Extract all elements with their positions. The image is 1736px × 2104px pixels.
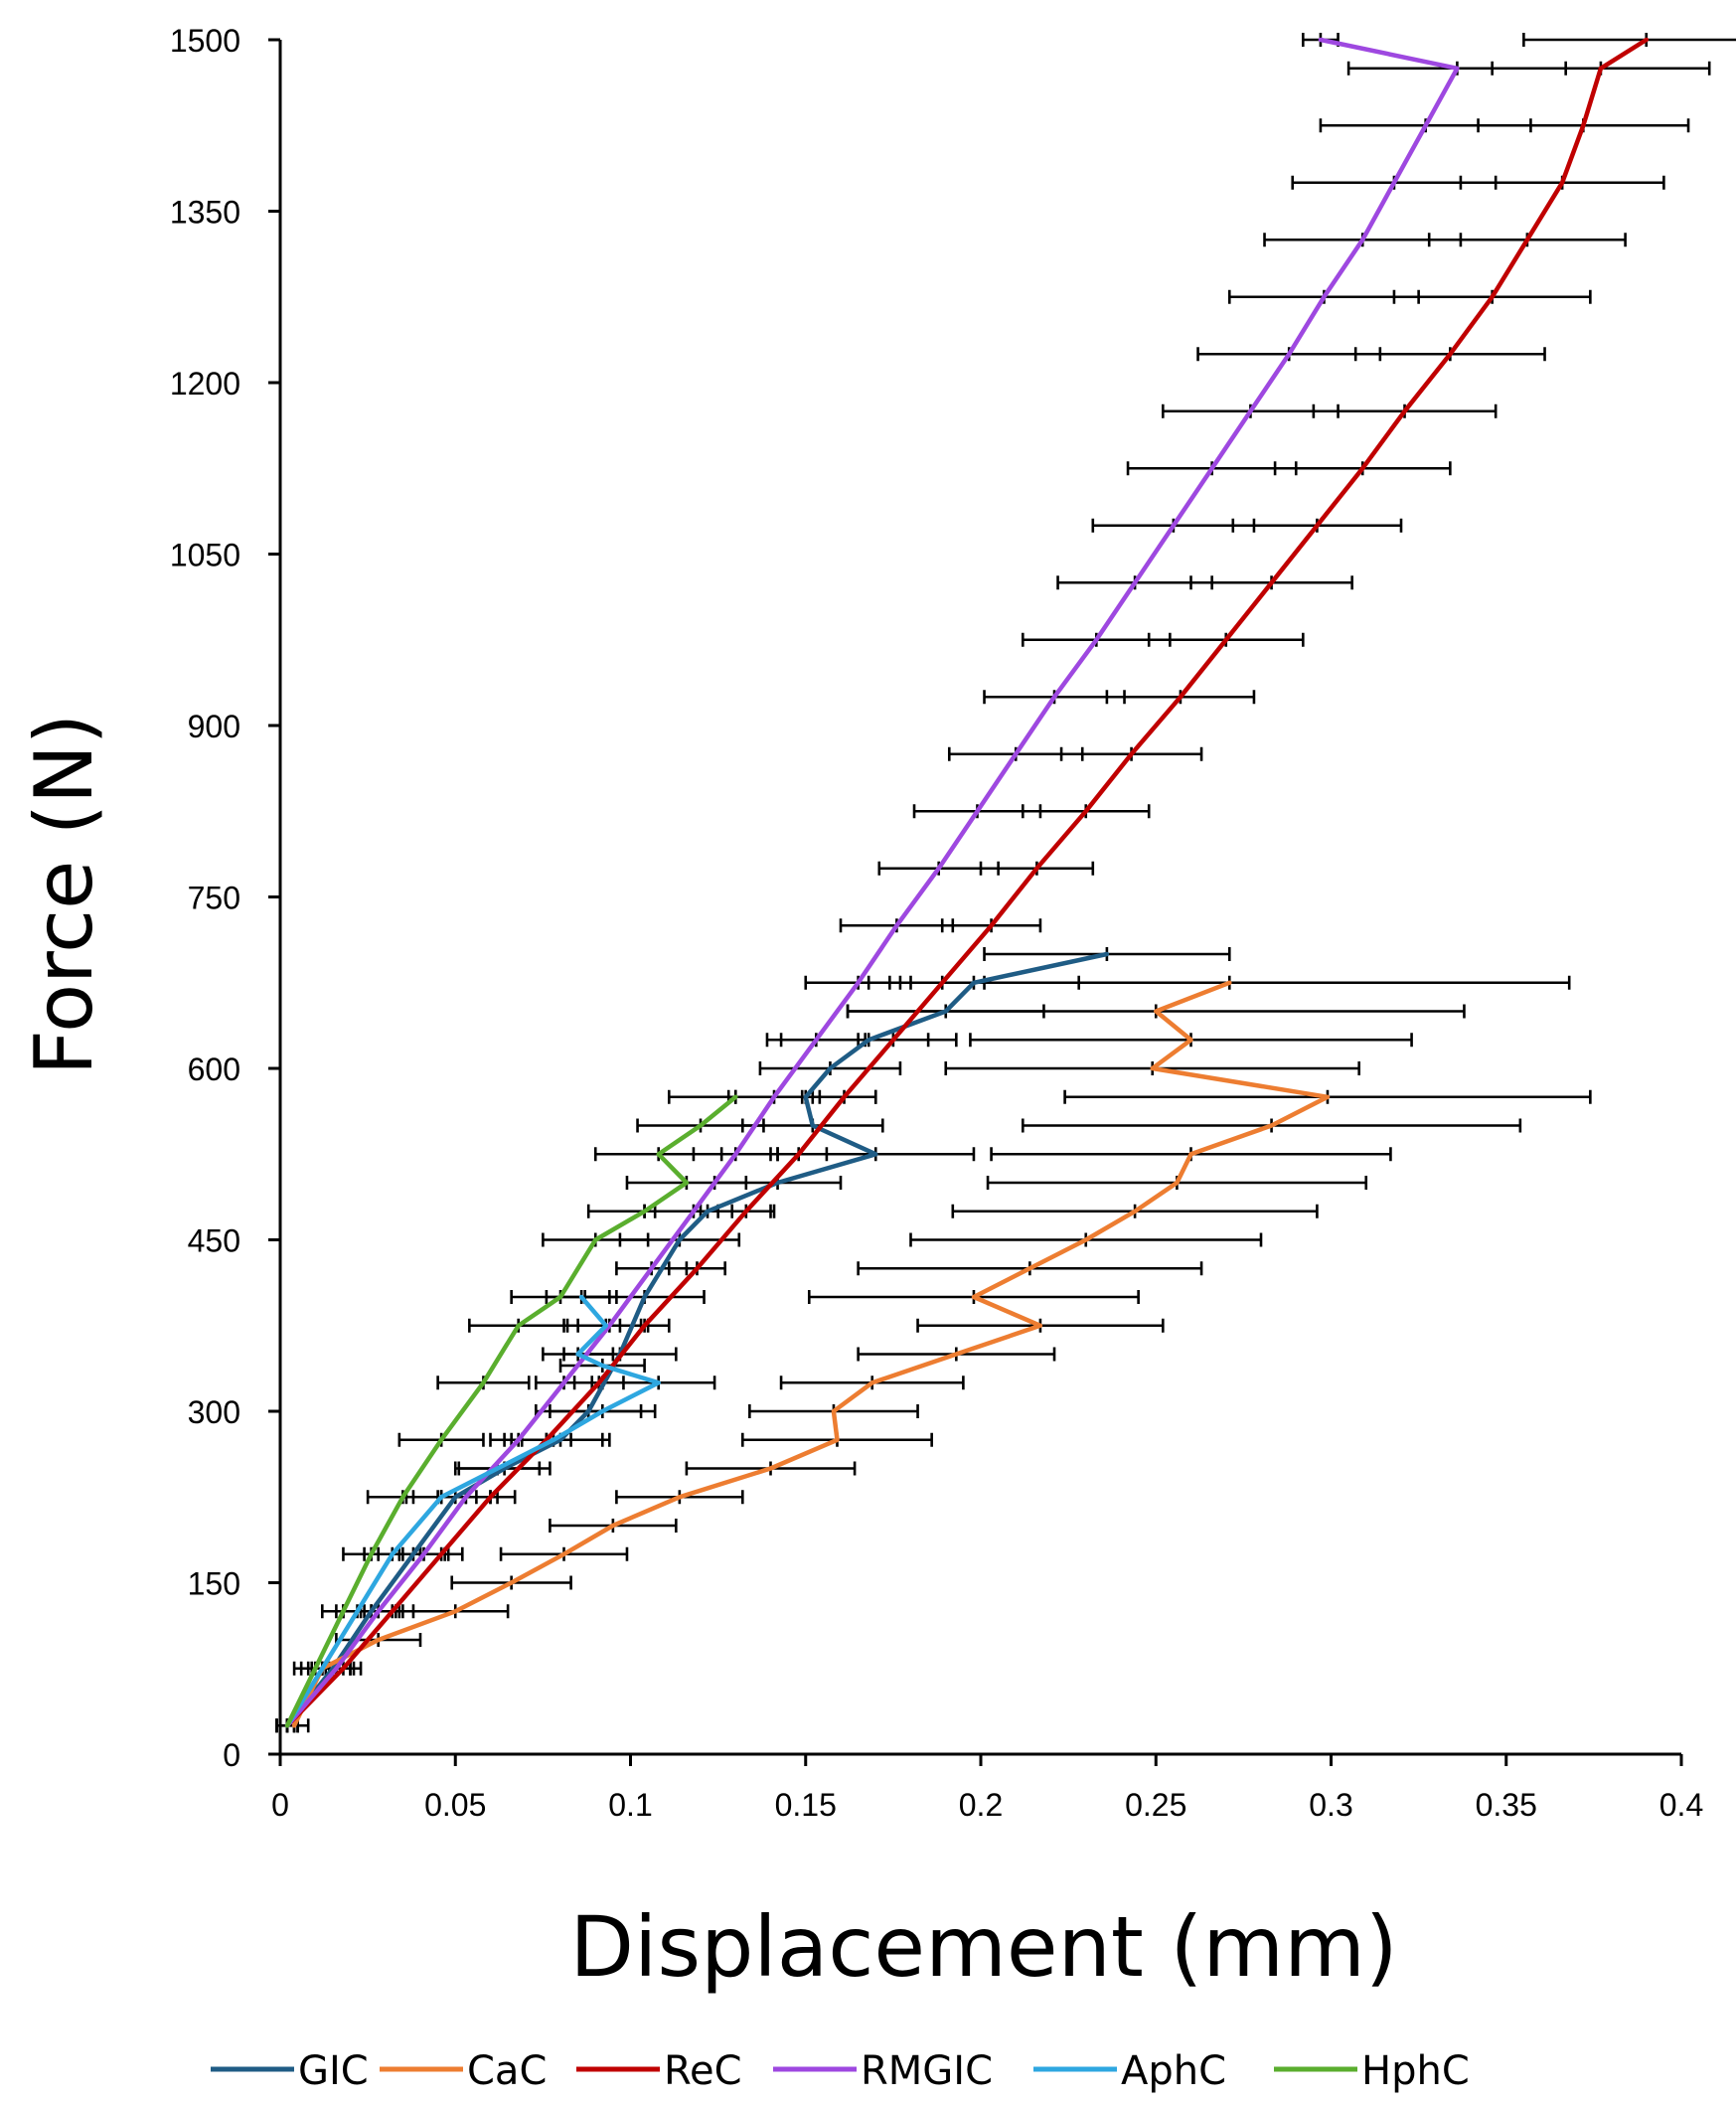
y-axis-title: Force (N)	[18, 714, 110, 1075]
legend-label-cac: CaC	[467, 2048, 547, 2094]
error-bars	[275, 33, 1736, 1733]
x-tick-label: 0.1	[608, 1787, 652, 1823]
x-tick-label: 0.2	[959, 1787, 1003, 1823]
y-tick-label: 300	[188, 1394, 240, 1430]
y-tick-label: 0	[223, 1737, 240, 1773]
series-line-rmgic	[284, 37, 1460, 1728]
y-tick-label: 150	[188, 1566, 240, 1602]
y-tick-label: 1500	[170, 23, 240, 59]
error-bar-rec	[1522, 33, 1736, 47]
series-line-cac	[291, 980, 1331, 1728]
x-tick-label: 0.25	[1125, 1787, 1186, 1823]
y-tick-label: 750	[188, 881, 240, 916]
series-line-hphc	[284, 1094, 738, 1728]
x-tick-label: 0	[271, 1787, 289, 1823]
tick-labels: 0 0.05 0.1 0.15 0.2 0.25 0.3 0.35 0.4 0 150 300 450 6…	[170, 23, 1703, 1823]
x-tick-label: 0.3	[1309, 1787, 1352, 1823]
series-line-aphc	[284, 1294, 661, 1728]
x-tick-label: 0.35	[1476, 1787, 1537, 1823]
y-tick-label: 600	[188, 1052, 240, 1087]
legend-label-aphc: AphC	[1121, 2048, 1226, 2094]
y-tick-label: 450	[188, 1223, 240, 1259]
y-tick-label: 900	[188, 709, 240, 744]
series-line-gic	[284, 951, 1110, 1728]
x-tick-label: 0.05	[424, 1787, 486, 1823]
legend-label-hphc: HphC	[1361, 2048, 1470, 2094]
legend-label-rec: ReC	[664, 2048, 742, 2094]
x-axis-title: Displacement (mm)	[569, 1898, 1397, 1996]
series-lines	[284, 37, 1650, 1728]
y-tick-label: 1350	[170, 195, 240, 231]
y-tick-label: 1200	[170, 366, 240, 402]
legend: GIC CaC ReC RMGIC AphC HphC	[211, 2048, 1470, 2094]
x-tick-label: 0.4	[1659, 1787, 1703, 1823]
legend-label-rmgic: RMGIC	[861, 2048, 993, 2094]
x-tick-label: 0.15	[775, 1787, 837, 1823]
series-line-rec	[284, 37, 1650, 1728]
axes	[268, 38, 1683, 1766]
legend-label-gic: GIC	[298, 2048, 369, 2094]
y-tick-label: 1050	[170, 538, 240, 573]
